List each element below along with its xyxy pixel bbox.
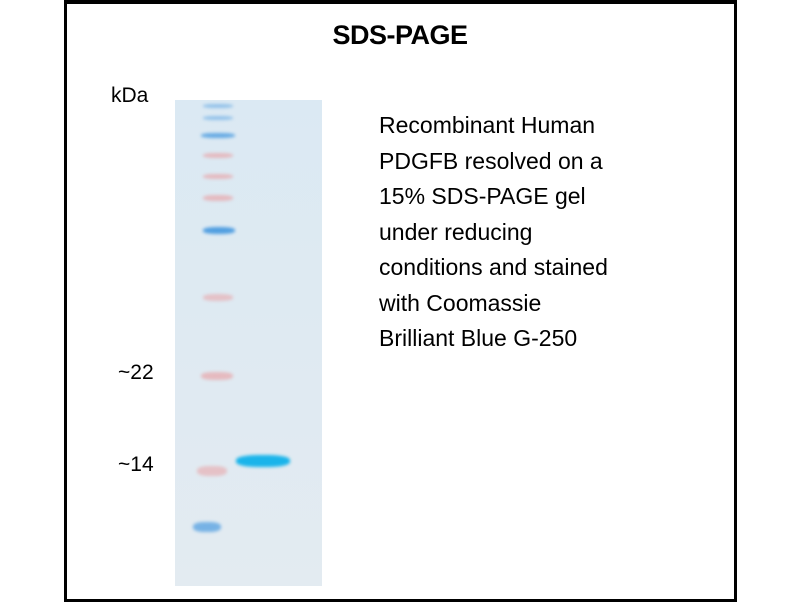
ladder-band xyxy=(203,153,233,158)
ladder-band xyxy=(203,116,233,120)
figure-title: SDS-PAGE xyxy=(332,20,468,50)
ladder-band xyxy=(203,104,233,108)
sample-band xyxy=(236,455,290,467)
marker-label-14: ~14 xyxy=(118,453,154,476)
description-line: under reducing xyxy=(379,218,533,245)
description-line: Recombinant Human xyxy=(379,112,596,138)
description-line: PDGFB resolved on a xyxy=(379,147,603,174)
ladder-band xyxy=(201,372,233,380)
figure-description: Recombinant Human PDGFB resolved on a 15… xyxy=(379,108,608,357)
gel-image xyxy=(175,100,322,586)
marker-label-22: ~22 xyxy=(118,361,154,384)
description-line: with Coomassie xyxy=(379,289,542,316)
description-line: conditions and stained xyxy=(379,254,608,280)
ladder-band xyxy=(193,522,221,532)
ladder-band xyxy=(201,133,235,138)
axis-unit-label: kDa xyxy=(111,84,149,107)
description-line: 15% SDS-PAGE gel xyxy=(379,183,586,209)
ladder-band xyxy=(203,227,235,234)
ladder-band xyxy=(203,195,233,201)
ladder-band xyxy=(203,294,233,301)
ladder-band xyxy=(197,466,227,476)
ladder-band xyxy=(203,174,233,179)
description-line: Brilliant Blue G-250 xyxy=(379,325,578,351)
